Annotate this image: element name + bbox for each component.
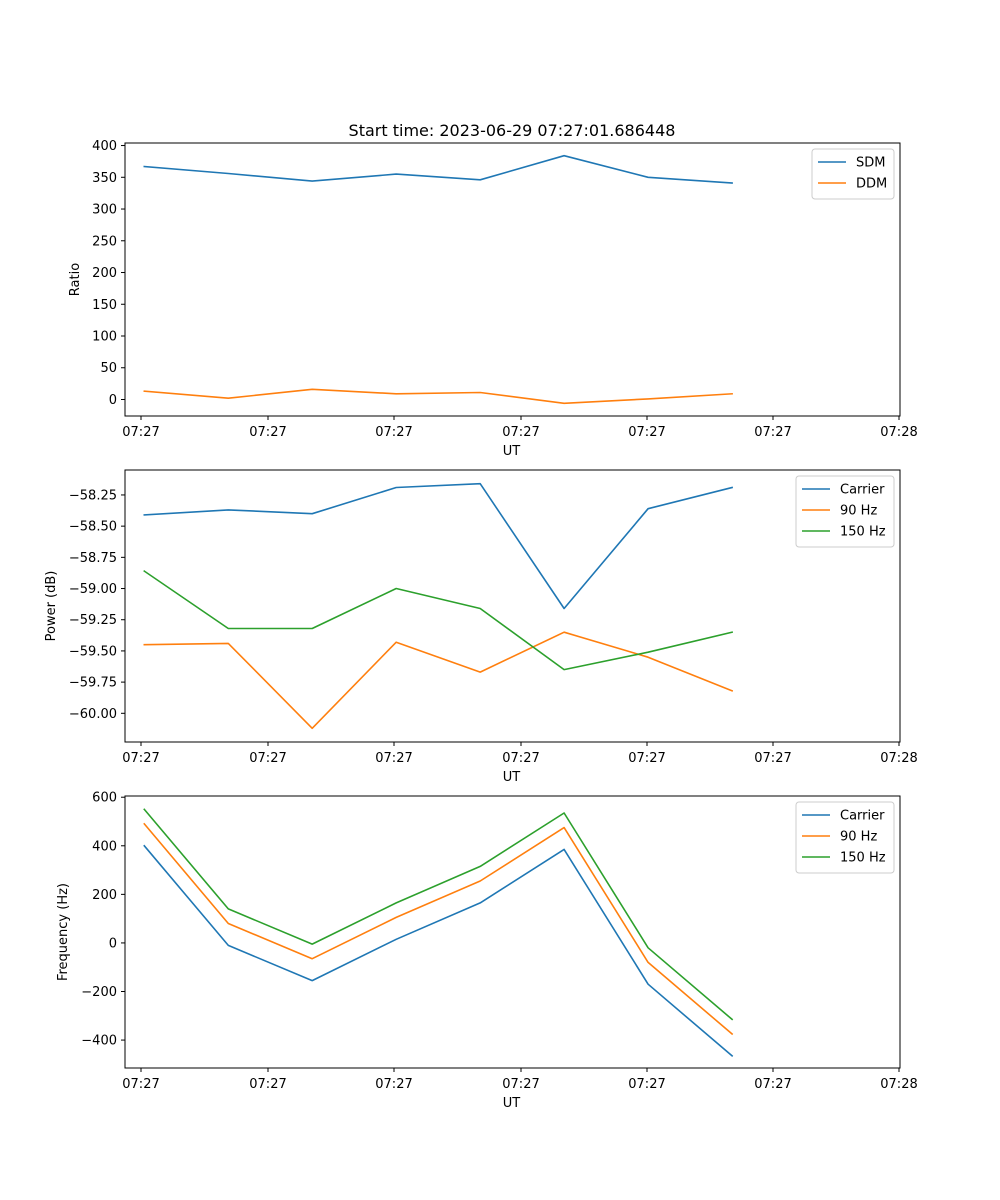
- x-tick-label: 07:27: [375, 1077, 412, 1092]
- x-tick-label: 07:27: [754, 751, 791, 766]
- y-tick-label: 400: [92, 139, 117, 154]
- y-tick-label: −200: [81, 985, 117, 1000]
- x-tick-label: 07:27: [122, 751, 159, 766]
- legend: SDM DDM: [811, 148, 895, 200]
- x-tick-label: 07:27: [122, 425, 159, 440]
- y-axis-label: Ratio: [68, 263, 83, 296]
- x-tick-label: 07:27: [628, 751, 665, 766]
- y-tick-label: 600: [92, 791, 117, 806]
- x-axis-label: UT: [503, 444, 521, 459]
- series-line-2: [143, 822, 734, 1036]
- legend-label: 150 Hz: [840, 851, 886, 866]
- legend-box: [795, 801, 895, 874]
- x-tick-label: 07:27: [754, 425, 791, 440]
- legend-label: 90 Hz: [840, 504, 877, 519]
- series-line-1: [143, 154, 733, 184]
- legend-label: Carrier: [840, 483, 885, 498]
- panel-2: −60.00 −59.75 −59.50 −59.25 −59.00 −58.75 −58.…: [44, 469, 918, 785]
- figure-title: Start time: 2023-06-29 07:27:01.686448: [349, 121, 676, 140]
- y-axis-label: Frequency (Hz): [56, 883, 71, 981]
- x-tick-label: 07:27: [249, 751, 286, 766]
- y-tick-label: −58.75: [69, 551, 117, 566]
- panel-3: −400 −200 0 200 400 600 07:27 07:27 07:27 07:27 07…: [56, 791, 918, 1111]
- x-axis-label: UT: [503, 1096, 521, 1111]
- legend-label: Carrier: [840, 809, 885, 824]
- panel-1: 0 50 100 150 200 250 300 350 400 07:27 07:27 07:27 0…: [68, 139, 918, 459]
- x-tick-label: 07:28: [880, 751, 917, 766]
- series-line-2: [143, 388, 733, 405]
- x-tick-label: 07:28: [880, 425, 917, 440]
- legend-label: DDM: [856, 177, 887, 192]
- legend-label: 90 Hz: [840, 830, 877, 845]
- legend: Carrier 90 Hz 150 Hz: [795, 801, 895, 874]
- x-tick-label: 07:28: [880, 1077, 917, 1092]
- y-tick-label: −60.00: [69, 707, 117, 722]
- y-tick-label: 300: [92, 203, 117, 218]
- x-tick-label: 07:27: [375, 425, 412, 440]
- x-tick-label: 07:27: [754, 1077, 791, 1092]
- y-axis-label: Power (dB): [44, 571, 59, 642]
- legend-label: 150 Hz: [840, 525, 886, 540]
- y-tick-label: −58.25: [69, 488, 117, 503]
- series-line-1: [143, 844, 734, 1058]
- y-tick-label: −400: [81, 1034, 117, 1049]
- y-tick-label: 0: [109, 936, 117, 951]
- x-tick-label: 07:27: [628, 1077, 665, 1092]
- y-tick-label: 200: [92, 266, 117, 281]
- series-line-2: [143, 631, 734, 730]
- x-tick-label: 07:27: [628, 425, 665, 440]
- x-tick-label: 07:27: [375, 751, 412, 766]
- x-axis-label: UT: [503, 770, 521, 785]
- y-tick-label: 200: [92, 888, 117, 903]
- legend-label: SDM: [856, 156, 885, 171]
- x-tick-label: 07:27: [502, 751, 539, 766]
- y-tick-label: 100: [92, 330, 117, 345]
- axes-frame: [124, 142, 901, 417]
- x-tick-label: 07:27: [502, 425, 539, 440]
- y-tick-label: −59.75: [69, 676, 117, 691]
- y-tick-label: 0: [109, 393, 117, 408]
- series-line-3: [143, 569, 734, 671]
- axes-frame: [124, 469, 901, 743]
- series-line-1: [143, 482, 734, 610]
- series-line-3: [143, 808, 734, 1021]
- y-tick-label: −59.00: [69, 582, 117, 597]
- panels: 0 50 100 150 200 250 300 350 400 07:27 07:27 07:27 0…: [44, 139, 918, 1111]
- y-tick-label: 350: [92, 171, 117, 186]
- y-tick-label: 400: [92, 839, 117, 854]
- y-tick-label: −59.50: [69, 644, 117, 659]
- legend: Carrier 90 Hz 150 Hz: [795, 475, 895, 548]
- y-tick-label: 50: [100, 361, 117, 376]
- x-tick-label: 07:27: [122, 1077, 159, 1092]
- y-tick-label: −58.50: [69, 520, 117, 535]
- legend-box: [795, 475, 895, 548]
- axes-frame: [124, 795, 901, 1069]
- y-tick-label: 150: [92, 298, 117, 313]
- x-tick-label: 07:27: [502, 1077, 539, 1092]
- x-tick-label: 07:27: [249, 425, 286, 440]
- x-tick-label: 07:27: [249, 1077, 286, 1092]
- y-tick-label: 250: [92, 234, 117, 249]
- y-tick-label: −59.25: [69, 613, 117, 628]
